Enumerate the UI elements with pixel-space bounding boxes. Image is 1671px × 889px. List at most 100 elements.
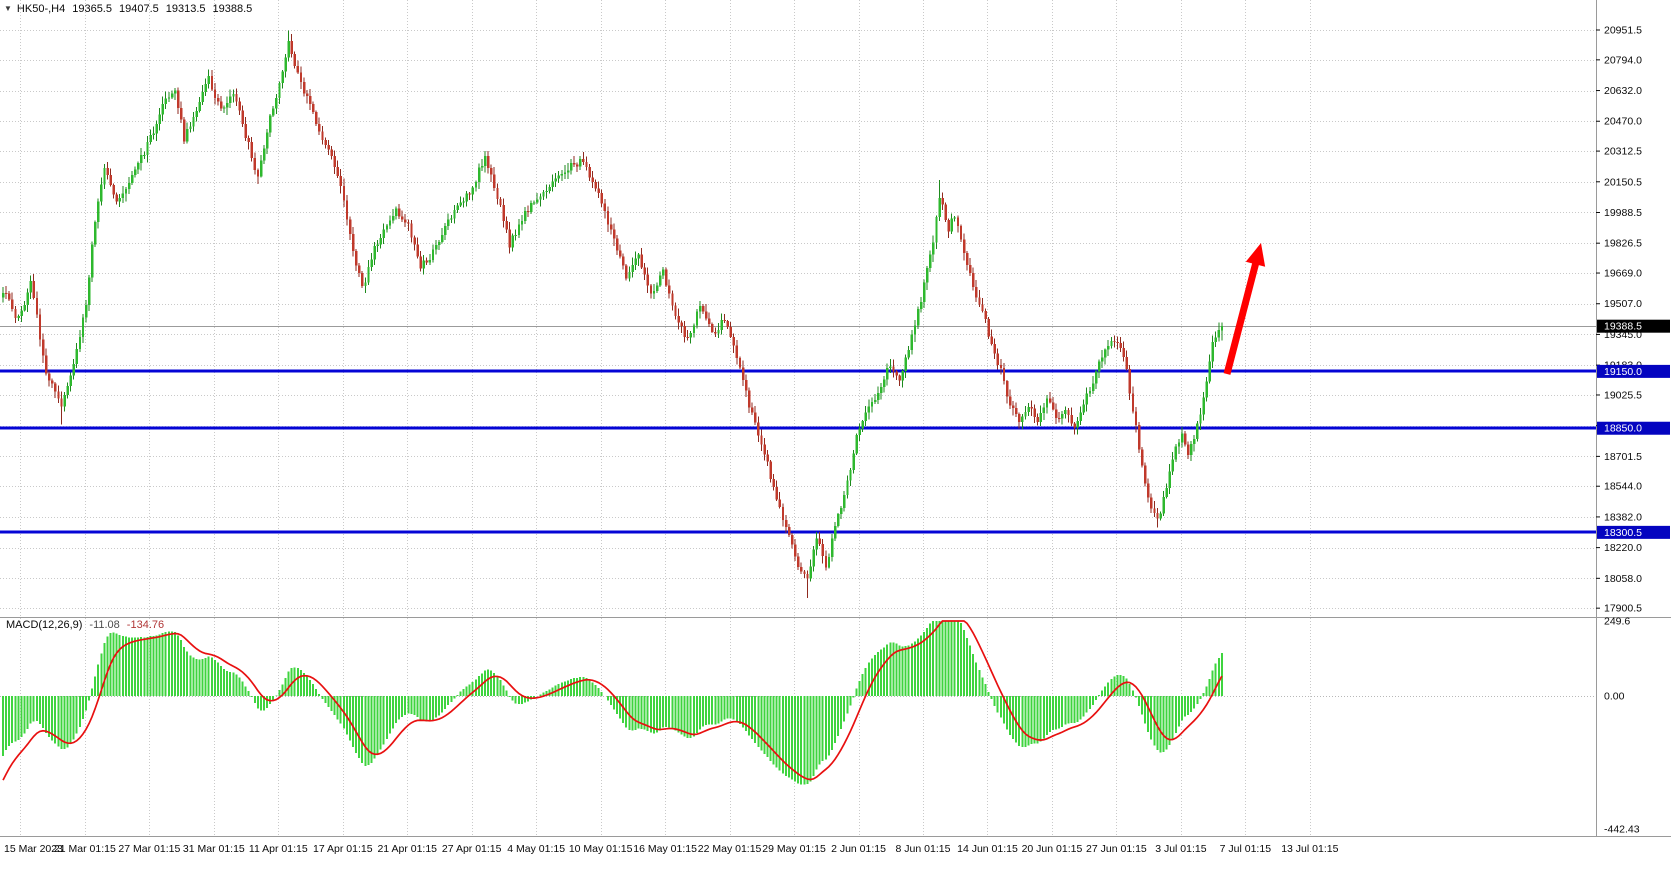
trend-arrow-shaft[interactable] [1223, 259, 1260, 375]
time-axis-label: 10 May 01:15 [569, 843, 633, 855]
candle-body [965, 253, 969, 266]
candle-body [981, 304, 984, 311]
candle-body [1094, 371, 1098, 384]
candle-body [247, 138, 250, 142]
ohlc-close-value: 19388.5 [212, 3, 253, 15]
candle-body [1180, 433, 1184, 443]
candle-body [477, 167, 481, 183]
candle-body [272, 108, 275, 116]
candle-body [38, 314, 42, 340]
candle-body [54, 383, 57, 392]
candle-body [130, 174, 134, 184]
candle-body [616, 238, 619, 251]
time-axis-label: 4 May 01:15 [507, 843, 565, 855]
candle-body [748, 390, 751, 408]
candle-body [784, 519, 788, 528]
candle-body [336, 167, 340, 177]
candle-body [646, 274, 650, 286]
candle-body [916, 309, 920, 326]
candle-body [134, 169, 137, 175]
candle-body [1110, 341, 1113, 347]
candle-body [1217, 330, 1221, 338]
candle-body [723, 320, 726, 322]
candle-body [1021, 416, 1024, 422]
candle-body [701, 305, 705, 312]
candle-body [1134, 411, 1138, 426]
time-axis-label: 31 Mar 01:15 [183, 843, 245, 855]
candle-body [437, 242, 441, 245]
candle-body [69, 375, 72, 386]
candle-body [766, 454, 769, 462]
time-axis-label: 15 Mar 2023 [4, 843, 63, 855]
candle-body [1159, 513, 1162, 519]
price-axis-label: 20632.0 [1604, 85, 1642, 97]
candle-body [210, 75, 214, 90]
candle-body [103, 168, 106, 185]
candle-body [913, 325, 917, 335]
candle-body [155, 123, 158, 134]
candle-body [373, 246, 376, 260]
candle-body [923, 282, 926, 303]
price-level-tag [1597, 525, 1670, 539]
candle-body [1140, 449, 1144, 466]
candle-body [683, 326, 686, 338]
price-axis-label: 18058.0 [1604, 573, 1642, 585]
candle-body [708, 318, 711, 325]
candle-body [66, 385, 69, 396]
macd-label: MACD(12,26,9) [6, 619, 83, 631]
candle-body [379, 238, 383, 245]
time-axis-label: 7 Jul 01:15 [1220, 843, 1272, 855]
macd-indicator-header: MACD(12,26,9) -11.08 -134.76 [6, 619, 164, 631]
candle-body [1082, 404, 1086, 413]
macd-signal-value: -134.76 [126, 619, 165, 631]
price-level-tag-text: 18300.5 [1604, 527, 1642, 539]
time-axis-label: 20 Jun 01:15 [1022, 843, 1083, 855]
time-scale[interactable] [0, 836, 1671, 889]
candle-body [63, 395, 66, 407]
candle-body [189, 126, 192, 129]
candle-body [23, 304, 26, 311]
candle-body [526, 210, 530, 212]
candle-body [542, 192, 545, 197]
price-scale[interactable] [1597, 0, 1671, 836]
candle-body [281, 71, 284, 84]
candle-body [969, 265, 972, 274]
candle-body [993, 343, 997, 354]
price-axis-label: 18701.5 [1604, 451, 1642, 463]
candle-body [996, 353, 1000, 365]
candle-body [1168, 471, 1171, 489]
candle-body [1150, 497, 1153, 509]
candle-body [269, 115, 272, 133]
macd-axis-label: 0.00 [1604, 691, 1625, 703]
trend-arrow-head[interactable] [1245, 243, 1266, 267]
candle-body [751, 407, 754, 413]
candle-body [97, 201, 100, 222]
candle-body [643, 267, 647, 275]
candle-body [186, 128, 189, 142]
candle-body [456, 205, 459, 211]
candle-body [695, 311, 699, 326]
candle-body [493, 174, 496, 189]
price-axis-label: 17900.5 [1604, 603, 1642, 615]
candle-body [674, 305, 677, 316]
time-axis-label: 11 Apr 01:15 [249, 843, 308, 855]
candle-body [8, 293, 11, 300]
candle-body [302, 82, 306, 94]
candle-body [609, 224, 613, 230]
candle-body [935, 217, 938, 243]
candle-body [419, 256, 422, 269]
candle-body [1015, 407, 1018, 414]
candle-body [1024, 411, 1027, 417]
candle-body [305, 93, 309, 97]
candle-body [106, 168, 109, 175]
candle-body [1064, 409, 1067, 414]
candle-body [364, 282, 367, 286]
candle-body [416, 244, 419, 257]
candle-body [462, 201, 465, 203]
candle-body [84, 304, 88, 318]
candle-body [889, 366, 892, 369]
candle-body [732, 336, 736, 346]
candle-body [434, 244, 438, 250]
candle-body [640, 254, 643, 268]
